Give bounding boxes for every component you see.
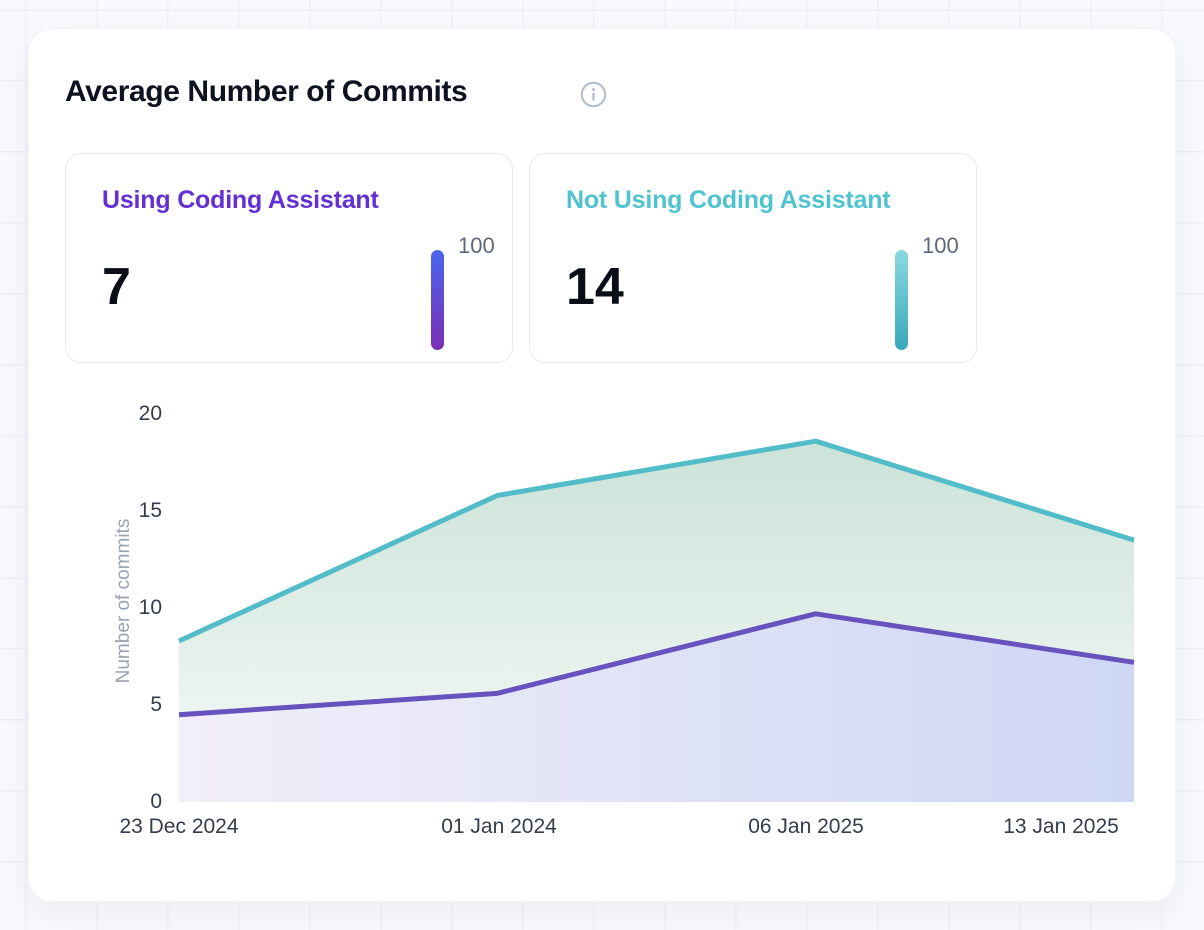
dashboard-card: Average Number of Commits Using Coding A…: [28, 28, 1176, 902]
y-axis-tick: 20: [138, 402, 162, 425]
stat-card-using: Using Coding Assistant 7 100: [65, 153, 513, 363]
info-circle-glyph: [580, 81, 607, 108]
y-axis-title: Number of commits: [113, 518, 134, 684]
stat-scale-max: 100: [922, 233, 959, 258]
stat-scale-bar: [895, 250, 908, 350]
area-series-1: [179, 613, 1134, 802]
y-axis-tick: 15: [138, 499, 162, 522]
y-axis-tick: 0: [150, 790, 162, 813]
line-series-0: [177, 438, 1135, 644]
y-axis-tick: 5: [150, 693, 162, 716]
line-series-1: [178, 611, 1135, 718]
info-icon[interactable]: [580, 81, 607, 108]
stat-card-not-using: Not Using Coding Assistant 14 100: [529, 153, 977, 363]
x-axis-label: 06 Jan 2025: [748, 815, 864, 838]
x-axis-label: 01 Jan 2024: [441, 815, 557, 838]
x-axis-label: 23 Dec 2024: [119, 815, 239, 838]
stat-scale-bar: [431, 250, 444, 350]
x-axis-label: 13 Jan 2025: [1003, 815, 1119, 838]
page-title: Average Number of Commits: [65, 75, 468, 108]
stat-card-value: 7: [102, 258, 131, 316]
stat-cards-row: Using Coding Assistant 7 100 Not Using C…: [65, 153, 977, 363]
stat-card-label: Using Coding Assistant: [102, 186, 379, 214]
stat-card-label: Not Using Coding Assistant: [566, 186, 891, 214]
stat-scale-max: 100: [458, 233, 495, 258]
commits-chart[interactable]: [177, 414, 1135, 802]
stat-card-value: 14: [566, 258, 624, 316]
y-axis-tick: 10: [138, 596, 162, 619]
